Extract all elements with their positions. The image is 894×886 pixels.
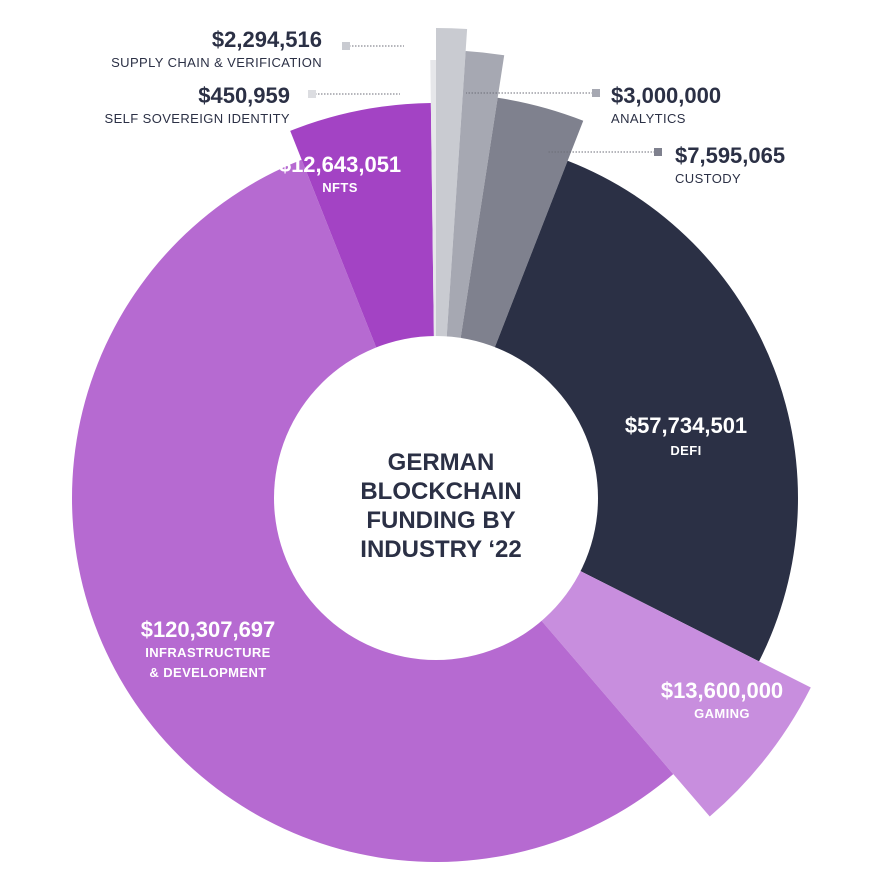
category-label-infrastructure-development-1: INFRASTRUCTURE [145,645,270,660]
category-label-defi: DEFI [670,443,701,458]
chart-slices [71,28,811,863]
chart-title-line-1: GERMAN [388,449,495,476]
center-hole [274,336,598,660]
chart-title-line-3: FUNDING BY [366,507,515,534]
category-label-nfts: NFTS [322,180,358,195]
value-label-custody: $7,595,065 [675,143,785,168]
value-label-analytics: $3,000,000 [611,83,721,108]
category-label-supply-chain-verification: SUPPLY CHAIN & VERIFICATION [111,55,322,70]
category-label-infrastructure-development-2: & DEVELOPMENT [149,665,266,680]
leader-marker-self-sovereign-identity [308,90,316,98]
leader-marker-supply-chain-verification [342,42,350,50]
slice-self-sovereign-identity [430,60,436,357]
value-label-self-sovereign-identity: $450,959 [198,83,290,108]
slice-nfts [290,103,435,367]
value-label-defi: $57,734,501 [625,413,747,438]
chart-title-line-4: INDUSTRY ‘22 [360,536,521,563]
callout-leaders [308,42,662,156]
slice-custody [457,97,584,366]
slice-analytics [445,50,505,358]
category-label-analytics: ANALYTICS [611,111,686,126]
value-label-supply-chain-verification: $2,294,516 [212,27,322,52]
leader-marker-analytics [592,89,600,97]
value-label-gaming: $13,600,000 [661,678,783,703]
value-label-infrastructure-development: $120,307,697 [141,617,276,642]
slice-supply-chain-verification [436,28,468,357]
leader-marker-custody [654,148,662,156]
category-label-custody: CUSTODY [675,171,741,186]
slice-infrastructure-development [71,159,674,863]
chart-title-line-2: BLOCKCHAIN [360,478,521,505]
slice-gaming [528,562,811,817]
category-label-gaming: GAMING [694,706,750,721]
value-label-nfts: $12,643,051 [279,152,401,177]
slice-labels: $2,294,516 SUPPLY CHAIN & VERIFICATION $3,… [105,27,786,721]
category-label-self-sovereign-identity: SELF SOVEREIGN IDENTITY [105,111,290,126]
slice-defi [487,160,799,662]
